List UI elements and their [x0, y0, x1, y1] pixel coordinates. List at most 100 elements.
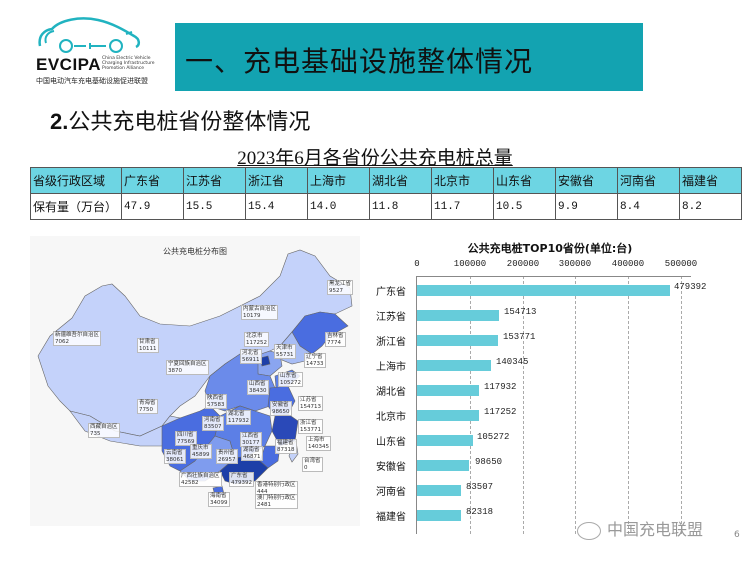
- row-header: 保有量（万台）: [30, 193, 122, 220]
- map-label: 甘肃省 10111: [137, 338, 159, 353]
- table-cell: 福建省: [679, 167, 742, 194]
- province-table: 省级行政区域 广东省 江苏省 浙江省 上海市 湖北省 北京市 山东省 安徽省 河…: [30, 167, 742, 220]
- map-label: 重庆市 45899: [190, 444, 212, 459]
- chart-title: 公共充电桩TOP10省份(单位:台): [467, 242, 633, 255]
- section-subtitle: 2.公共充电桩省份整体情况: [50, 104, 310, 136]
- table-row: 保有量（万台） 47.9 15.5 15.4 14.0 11.8 11.7 10…: [30, 193, 742, 220]
- map-label: 广西壮族自治区 42582: [179, 472, 222, 487]
- map-label: 宁夏回族自治区 3870: [166, 360, 209, 375]
- map-label: 山西省 38430: [247, 380, 269, 395]
- table-cell: 北京市: [431, 167, 494, 194]
- bar-row: 北京市 117252: [376, 407, 517, 423]
- logo-chinese: 中国电动汽车充电基础设施促进联盟: [36, 77, 148, 85]
- table-cell: 14.0: [307, 193, 370, 220]
- map-label: 河北省 56911: [240, 349, 262, 364]
- bar-row: 湖北省 117932: [376, 382, 517, 398]
- gridline: [681, 276, 682, 534]
- table-cell: 上海市: [307, 167, 370, 194]
- bar: [417, 285, 670, 296]
- title-bar: 一、充电基础设施整体情况: [175, 23, 643, 91]
- table-cell: 广东省: [121, 167, 184, 194]
- gridline: [470, 276, 471, 534]
- bar-row: 福建省 82318: [376, 507, 494, 523]
- section-number: 2.: [50, 109, 69, 134]
- gridline: [575, 276, 576, 534]
- table-cell: 11.7: [431, 193, 494, 220]
- x-tick: 500000: [664, 259, 698, 269]
- table-cell: 10.5: [493, 193, 556, 220]
- bar: [417, 485, 461, 496]
- x-tick: 400000: [611, 259, 645, 269]
- map-label: 贵州省 26957: [216, 449, 238, 464]
- map-label: 天津市 55731: [274, 344, 296, 359]
- table-cell: 湖北省: [369, 167, 432, 194]
- table-cell: 15.5: [183, 193, 246, 220]
- map-label: 上海市 140345: [306, 436, 331, 451]
- map-label: 四川省 77569: [175, 431, 197, 446]
- table-cell: 浙江省: [245, 167, 308, 194]
- map-label: 内蒙古自治区 10179: [241, 305, 279, 320]
- bar: [417, 435, 473, 446]
- bar: [417, 460, 469, 471]
- table-cell: 11.8: [369, 193, 432, 220]
- page-number: 6: [734, 530, 740, 540]
- x-axis: [416, 276, 691, 277]
- table-cell: 15.4: [245, 193, 308, 220]
- gridline: [628, 276, 629, 534]
- table-cell: 9.9: [555, 193, 618, 220]
- logo-english: China Electric Vehicle Charging Infrastr…: [102, 56, 155, 71]
- map-label: 浙江省 153771: [298, 419, 323, 434]
- bar: [417, 385, 479, 396]
- electric-car-icon: [38, 17, 140, 53]
- wechat-icon: [577, 521, 601, 540]
- bar: [417, 360, 491, 371]
- map-label: 青海省 7750: [137, 399, 158, 414]
- x-tick: 200000: [506, 259, 540, 269]
- gridline: [523, 276, 524, 534]
- table-cell: 47.9: [121, 193, 184, 220]
- x-tick: 300000: [558, 259, 592, 269]
- map-label: 西藏自治区 735: [88, 423, 120, 438]
- map-label: 江苏省 154713: [298, 396, 323, 411]
- map-title: 公共充电桩分布图: [163, 247, 227, 256]
- map-label: 湖南省 46871: [241, 446, 263, 461]
- bar-row: 安徽省 98650: [376, 457, 503, 473]
- map-label: 安徽省 98650: [270, 401, 292, 416]
- bar-row: 浙江省 153771: [376, 332, 536, 348]
- map-label: 广东省 479392: [229, 472, 254, 487]
- table-cell: 山东省: [493, 167, 556, 194]
- bar: [417, 335, 498, 346]
- table-header-row: 省级行政区域 广东省 江苏省 浙江省 上海市 湖北省 北京市 山东省 安徽省 河…: [30, 167, 742, 194]
- logo-brand: EVCIPA: [36, 55, 102, 74]
- section-subtitle-text: 公共充电桩省份整体情况: [68, 110, 311, 135]
- map-label: 福建省 87318: [275, 439, 297, 454]
- bar-row: 上海市 140345: [376, 357, 529, 373]
- map-label: 陕西省 57583: [205, 394, 227, 409]
- x-tick: 0: [414, 259, 420, 269]
- map-label: 河南省 83507: [202, 416, 224, 431]
- map-label: 海南省 34099: [208, 492, 230, 507]
- map-label: 江西省 30177: [240, 432, 262, 447]
- bar: [417, 310, 499, 321]
- x-tick: 100000: [453, 259, 487, 269]
- table-cell: 安徽省: [555, 167, 618, 194]
- bar-row: 山东省 105272: [376, 432, 510, 448]
- china-map-panel: 公共充电桩分布图: [30, 236, 360, 526]
- table-title: 2023年6月各省份公共充电桩总量: [237, 148, 513, 169]
- bar-row: 江苏省 154713: [376, 307, 537, 323]
- map-label: 辽宁省 14733: [304, 353, 326, 368]
- map-label: 山东省 105272: [278, 372, 303, 387]
- table-cell: 河南省: [617, 167, 680, 194]
- bar-row: 广东省 479392: [376, 282, 707, 298]
- map-label: 云南省 38061: [164, 449, 186, 464]
- bar: [417, 510, 461, 521]
- y-axis: [416, 276, 417, 534]
- top10-bar-chart: 公共充电桩TOP10省份(单位:台) 0 100000 200000 30000…: [370, 235, 710, 535]
- table-cell: 8.4: [617, 193, 680, 220]
- table-cell: 8.2: [679, 193, 742, 220]
- map-label: 黑龙江省 9527: [327, 280, 354, 295]
- table-cell: 江苏省: [183, 167, 246, 194]
- map-label: 北京市 117252: [244, 332, 269, 347]
- map-label: 澳门特别行政区 2481: [255, 494, 298, 509]
- map-label: 湖北省 117932: [226, 410, 251, 425]
